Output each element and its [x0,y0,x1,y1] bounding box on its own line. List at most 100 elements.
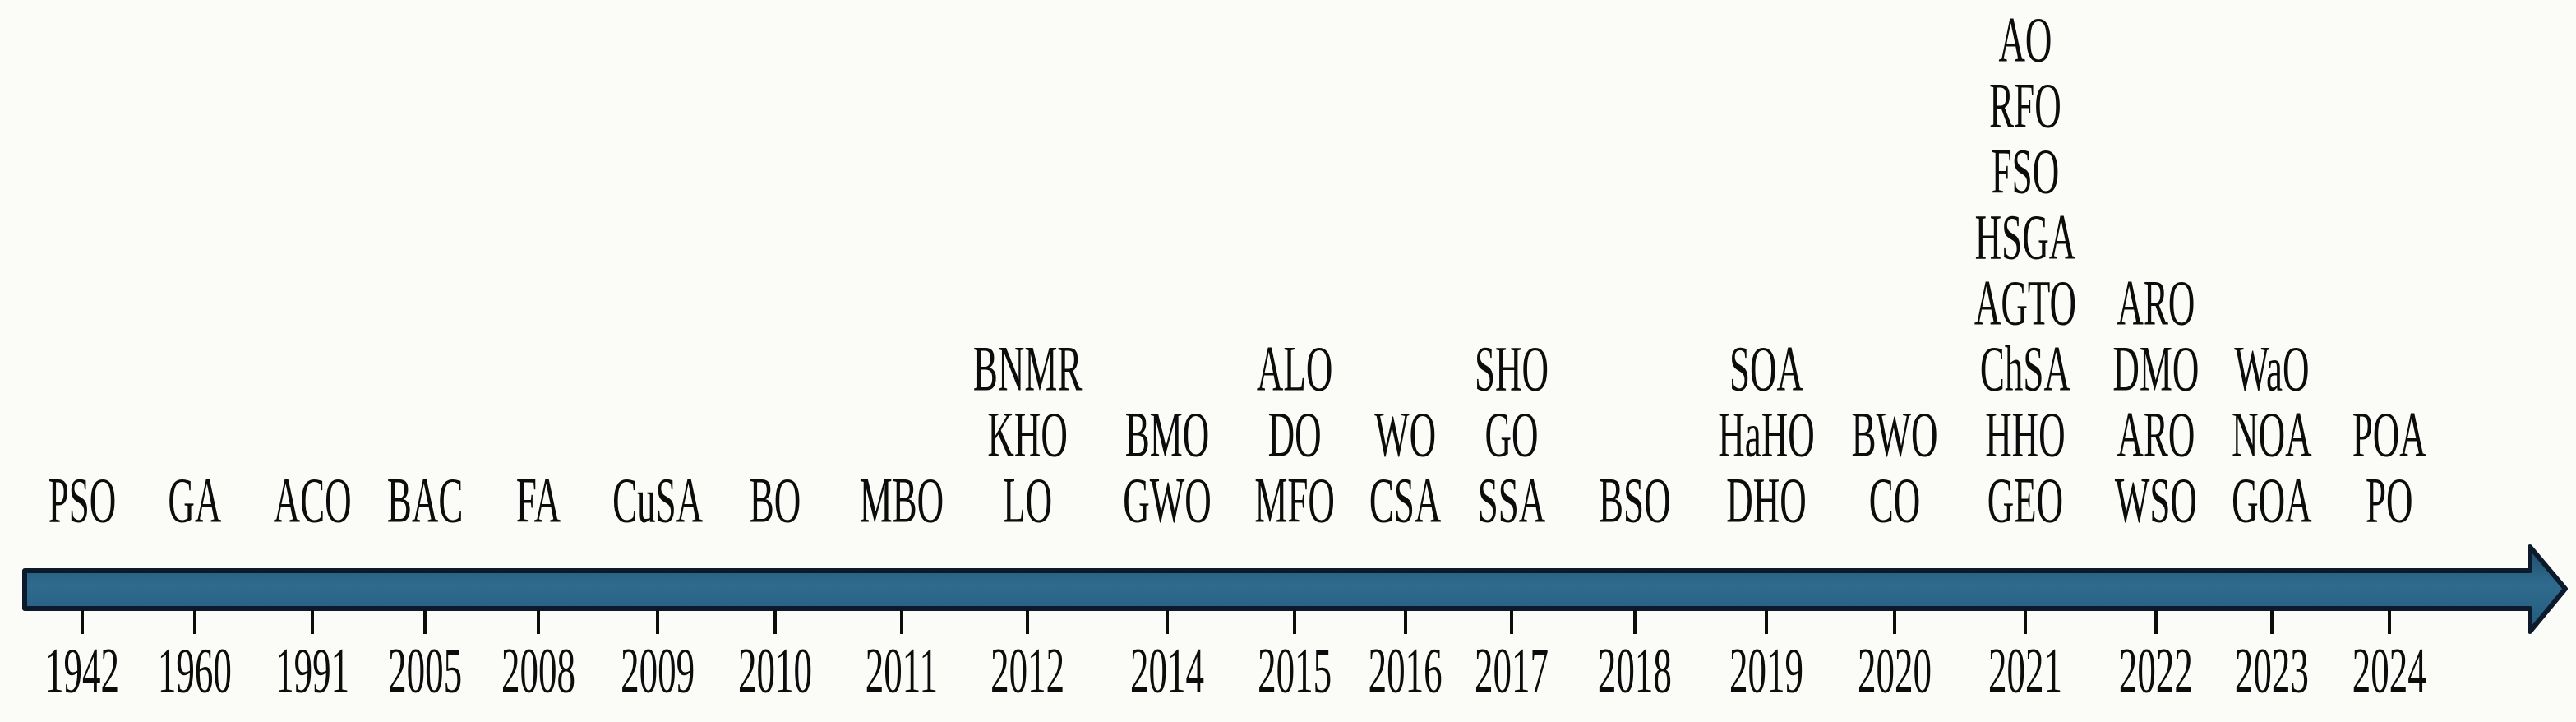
algorithm-abbr: SSA [1477,464,1546,536]
algorithm-abbr: BAC [386,464,464,536]
algorithm-stack: BAC [355,464,495,536]
timeline-column-2011: MBO 2011 [832,0,972,722]
timeline-column-2017: SHO GO SSA 2017 [1442,0,1581,722]
year-tick [2154,610,2158,634]
year-label: 2010 [705,634,845,706]
timeline-column-2015: ALO DO MFO 2015 [1225,0,1364,722]
year-label: 2005 [355,634,495,706]
year-text: 2022 [2118,634,2193,706]
algorithm-row: BNMR [973,332,1083,405]
algorithm-abbr: BMO [1124,398,1210,470]
year-text: 2017 [1475,634,1549,706]
year-label: 2015 [1225,634,1364,706]
algorithm-row: SSA [1478,464,1546,536]
year-label: 2018 [1565,634,1705,706]
algorithm-abbr: ACO [273,464,352,536]
algorithm-row: BO [750,464,801,536]
algorithm-abbr: GWO [1123,464,1212,536]
timeline-column-2018: BSO 2018 [1565,0,1705,722]
algorithm-abbr: PSO [48,464,117,536]
algorithm-row: CSA [1369,464,1442,536]
algorithm-row: CO [1869,464,1921,536]
algorithm-stack: FA [469,464,608,536]
year-text: 2014 [1130,634,1204,706]
year-text: 2008 [501,634,575,706]
algorithm-row: NOA [2232,398,2312,470]
algorithm-abbr: HSGA [1974,201,2076,273]
algorithm-row: BWO [1852,398,1938,470]
year-text: 2019 [1729,634,1803,706]
algorithm-abbr: ARO [2117,398,2195,470]
algorithm-stack: GA [125,464,265,536]
algorithm-abbr: ChSA [1979,332,2070,405]
timeline-column-2008: FA 2008 [469,0,608,722]
algorithm-row: RFO [1989,69,2061,141]
timeline-column-2022: ARO DMO ARO WSO 2022 [2086,0,2226,722]
year-text: 2021 [1987,634,2062,706]
algorithm-row: HaHO [1718,398,1814,470]
algorithm-row: KHO [987,398,1068,470]
year-label: 2023 [2202,634,2342,706]
algorithm-abbr: RFO [1989,69,2061,141]
year-text: 2020 [1858,634,1932,706]
year-text: 2024 [2352,634,2426,706]
algorithm-row: LO [1003,464,1052,536]
year-tick [423,610,427,634]
algorithm-abbr: SHO [1475,332,1549,405]
algorithm-abbr: BNMR [972,332,1083,405]
timeline-column-2023: WaO NOA GOA 2023 [2202,0,2342,722]
algorithm-abbr: GEO [1987,464,2064,536]
algorithm-stack: POA PO [2320,398,2459,536]
year-text: 2010 [738,634,813,706]
algorithm-row: SHO [1475,332,1549,405]
year-label: 2024 [2320,634,2459,706]
year-tick [1166,610,1169,634]
year-tick [1026,610,1030,634]
algorithm-row: DO [1268,398,1322,470]
year-tick [1893,610,1897,634]
algorithm-row: GWO [1123,464,1211,536]
year-tick [1764,610,1768,634]
algorithm-abbr: AGTO [1974,266,2077,339]
algorithm-abbr: FA [515,464,561,536]
algorithm-stack: BSO [1565,464,1705,536]
year-text: 2015 [1258,634,1332,706]
year-label: 2021 [1955,634,2095,706]
year-label: 2011 [832,634,972,706]
algorithm-abbr: SOA [1729,332,1803,405]
algorithm-abbr: WSO [2114,464,2197,536]
algorithm-row: SOA [1729,332,1803,405]
algorithm-stack: WO CSA [1336,398,1475,536]
year-text: 2009 [621,634,695,706]
year-label: 2009 [588,634,727,706]
timeline-column-2005: BAC 2005 [355,0,495,722]
algorithm-row: FSO [1992,135,2060,207]
algorithm-abbr: BSO [1599,464,1671,536]
algorithm-stack: AO RFO FSO HSGA AGTO ChSA HHO GEO [1955,3,2095,536]
algorithm-stack: BWO CO [1825,398,1964,536]
timeline-column-2012: BNMR KHO LO 2012 [958,0,1097,722]
algorithm-row: GEO [1987,464,2063,536]
algorithm-row: MBO [860,464,944,536]
algorithm-row: GA [168,464,221,536]
algorithm-row: WO [1374,398,1436,470]
algorithm-row: CuSA [612,464,703,536]
algorithm-abbr: HHO [1985,398,2066,470]
year-tick [311,610,315,634]
algorithm-row: AGTO [1974,266,2076,339]
algorithm-row: ChSA [1980,332,2070,405]
year-tick [192,610,196,634]
year-tick [1293,610,1297,634]
algorithm-row: ARO [2117,266,2195,339]
year-label: 2014 [1097,634,1237,706]
year-label: 2016 [1336,634,1475,706]
algorithm-abbr: HaHO [1718,398,1815,470]
year-label: 2017 [1442,634,1581,706]
year-tick [2269,610,2274,634]
algorithm-row: ARO [2117,398,2195,470]
year-text: 2023 [2234,634,2309,706]
algorithm-row: HHO [1985,398,2066,470]
year-tick [2387,610,2391,634]
algorithm-abbr: AO [1998,3,2052,76]
